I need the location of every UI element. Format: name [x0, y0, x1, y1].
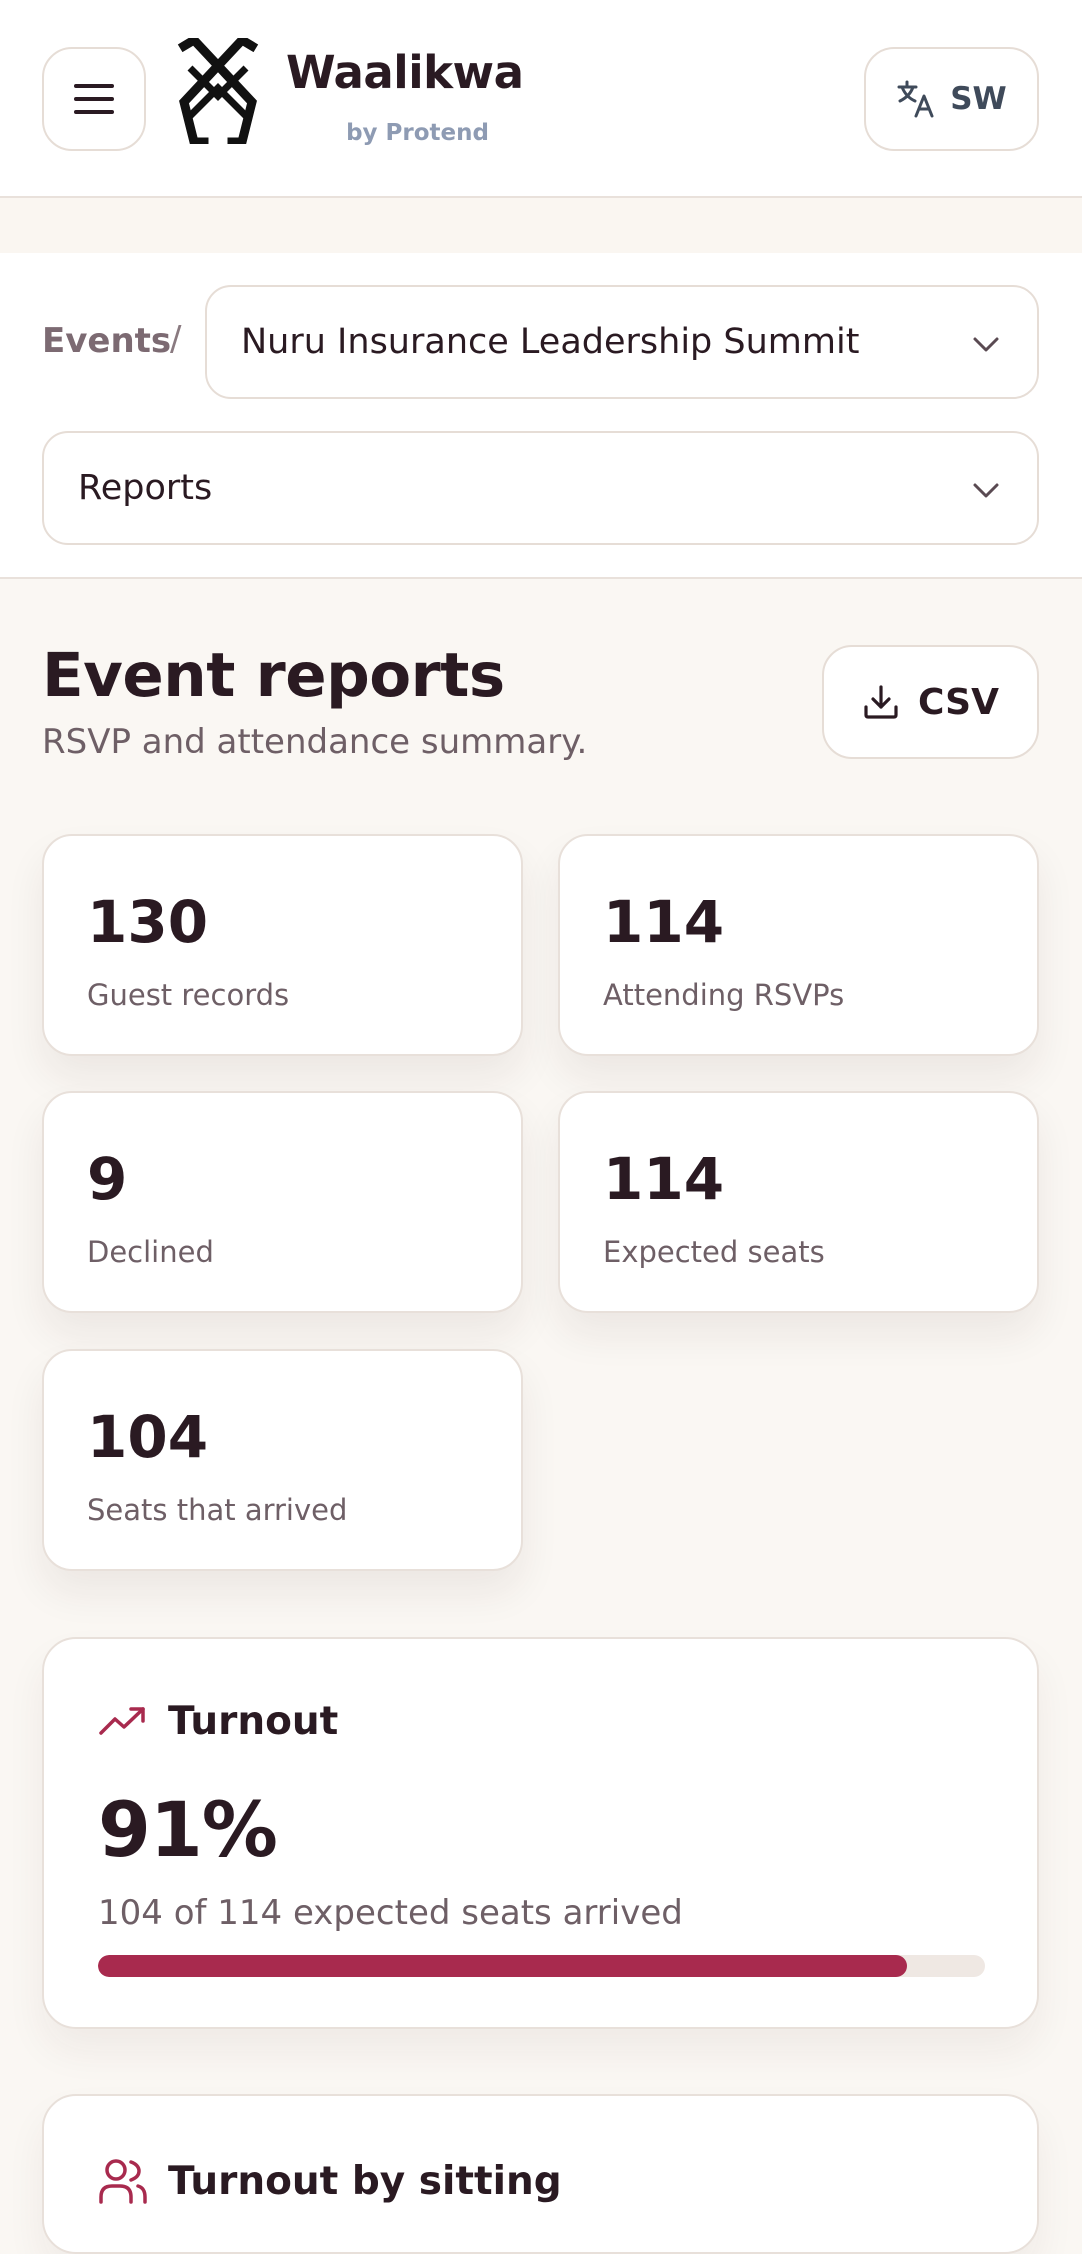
breadcrumb-separator: / — [170, 319, 182, 359]
stat-value: 104 — [87, 1403, 209, 1471]
turnout-detail: 104 of 114 expected seats arrived — [98, 1893, 683, 1933]
trending-up-icon — [99, 1706, 145, 1735]
export-csv-button[interactable]: CSV — [822, 645, 1039, 759]
turnout-percent: 91% — [98, 1785, 278, 1874]
event-select-value: Nuru Insurance Leadership Summit — [241, 322, 860, 362]
stat-label: Guest records — [87, 978, 290, 1012]
turnout-title: Turnout — [168, 1699, 339, 1744]
language-button[interactable]: SW — [864, 47, 1039, 151]
turnout-panel: Turnout 91% 104 of 114 expected seats ar… — [42, 1637, 1039, 2029]
stat-label: Seats that arrived — [87, 1493, 348, 1527]
users-icon — [99, 2159, 147, 2204]
section-select-value: Reports — [78, 468, 213, 508]
menu-button[interactable] — [42, 47, 146, 151]
stat-label: Declined — [87, 1235, 214, 1269]
stat-card-declined: 9 Declined — [42, 1091, 523, 1313]
stat-value: 130 — [87, 888, 209, 956]
stat-card-guest-records: 130 Guest records — [42, 834, 523, 1056]
brand-name: Waalikwa — [286, 46, 524, 99]
chevron-down-icon — [973, 337, 999, 352]
header-spacer — [0, 198, 1082, 253]
section-select[interactable]: Reports — [42, 431, 1039, 545]
brand-byline: by Protend — [346, 120, 489, 146]
stat-card-expected-seats: 114 Expected seats — [558, 1091, 1039, 1313]
stat-value: 114 — [603, 1145, 725, 1213]
stat-value: 9 — [87, 1145, 128, 1213]
event-select[interactable]: Nuru Insurance Leadership Summit — [205, 285, 1039, 399]
language-code: SW — [950, 81, 1007, 117]
turnout-by-sitting-panel: Turnout by sitting — [42, 2094, 1039, 2254]
breadcrumb-events-link[interactable]: Events — [42, 321, 172, 361]
sitting-header: Turnout by sitting — [98, 2158, 562, 2204]
app-header: Waalikwa by Protend SW — [0, 0, 1082, 198]
event-navigation: Events / Nuru Insurance Leadership Summi… — [0, 253, 1082, 579]
page-title: Event reports — [42, 640, 505, 711]
stat-card-seats-arrived: 104 Seats that arrived — [42, 1349, 523, 1571]
turnout-progress-fill — [98, 1955, 907, 1977]
hamburger-icon — [74, 84, 114, 114]
sitting-title: Turnout by sitting — [168, 2158, 562, 2204]
waalikwa-logo — [177, 38, 259, 144]
translate-icon — [897, 80, 934, 118]
stat-label: Expected seats — [603, 1235, 825, 1269]
stat-card-attending-rsvps: 114 Attending RSVPs — [558, 834, 1039, 1056]
export-csv-label: CSV — [918, 681, 999, 723]
page-subtitle: RSVP and attendance summary. — [42, 722, 588, 762]
chevron-down-icon — [973, 483, 999, 498]
stat-value: 114 — [603, 888, 725, 956]
turnout-header: Turnout — [98, 1699, 338, 1744]
download-icon — [864, 685, 898, 719]
turnout-progress-bar — [98, 1955, 985, 1977]
stat-label: Attending RSVPs — [603, 978, 845, 1012]
